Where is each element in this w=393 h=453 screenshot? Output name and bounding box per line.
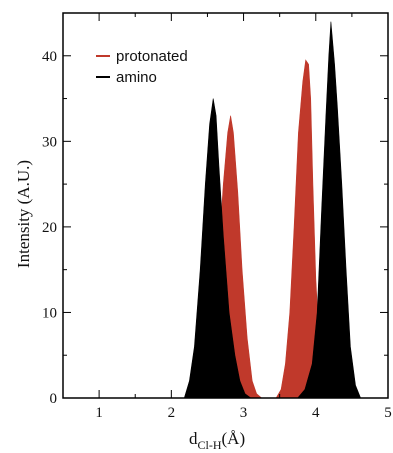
x-axis-label-sub: Cl-H: [198, 438, 222, 452]
x-tick-label: 5: [384, 405, 392, 421]
series-area-protonated: [199, 59, 331, 399]
y-tick-label: 30: [42, 134, 57, 150]
y-tick-label: 40: [42, 49, 57, 65]
x-axis-label-main: d: [189, 429, 198, 448]
x-axis-label: dCl-H(Å): [189, 429, 245, 452]
y-tick-label: 10: [42, 305, 57, 321]
y-tick-label: 20: [42, 220, 57, 236]
plot-frame: [62, 12, 389, 399]
x-axis-label-unit: (Å): [222, 429, 246, 448]
series-area-amino: [183, 21, 362, 399]
x-tick-label: 2: [168, 405, 176, 421]
legend-label-amino: amino: [116, 69, 157, 86]
y-tick-label: 0: [50, 391, 58, 407]
x-tick-label: 3: [240, 405, 248, 421]
x-tick-label: 1: [95, 405, 103, 421]
plot-area: [183, 21, 362, 399]
legend-label-protonated: protonated: [116, 48, 188, 65]
y-axis-label: Intensity (A.U.): [14, 160, 33, 268]
axis-ticks: 1 2 3 4 5 0 10 20 30 40: [42, 12, 392, 421]
legend: protonated amino: [96, 48, 188, 86]
x-tick-label: 4: [312, 405, 320, 421]
